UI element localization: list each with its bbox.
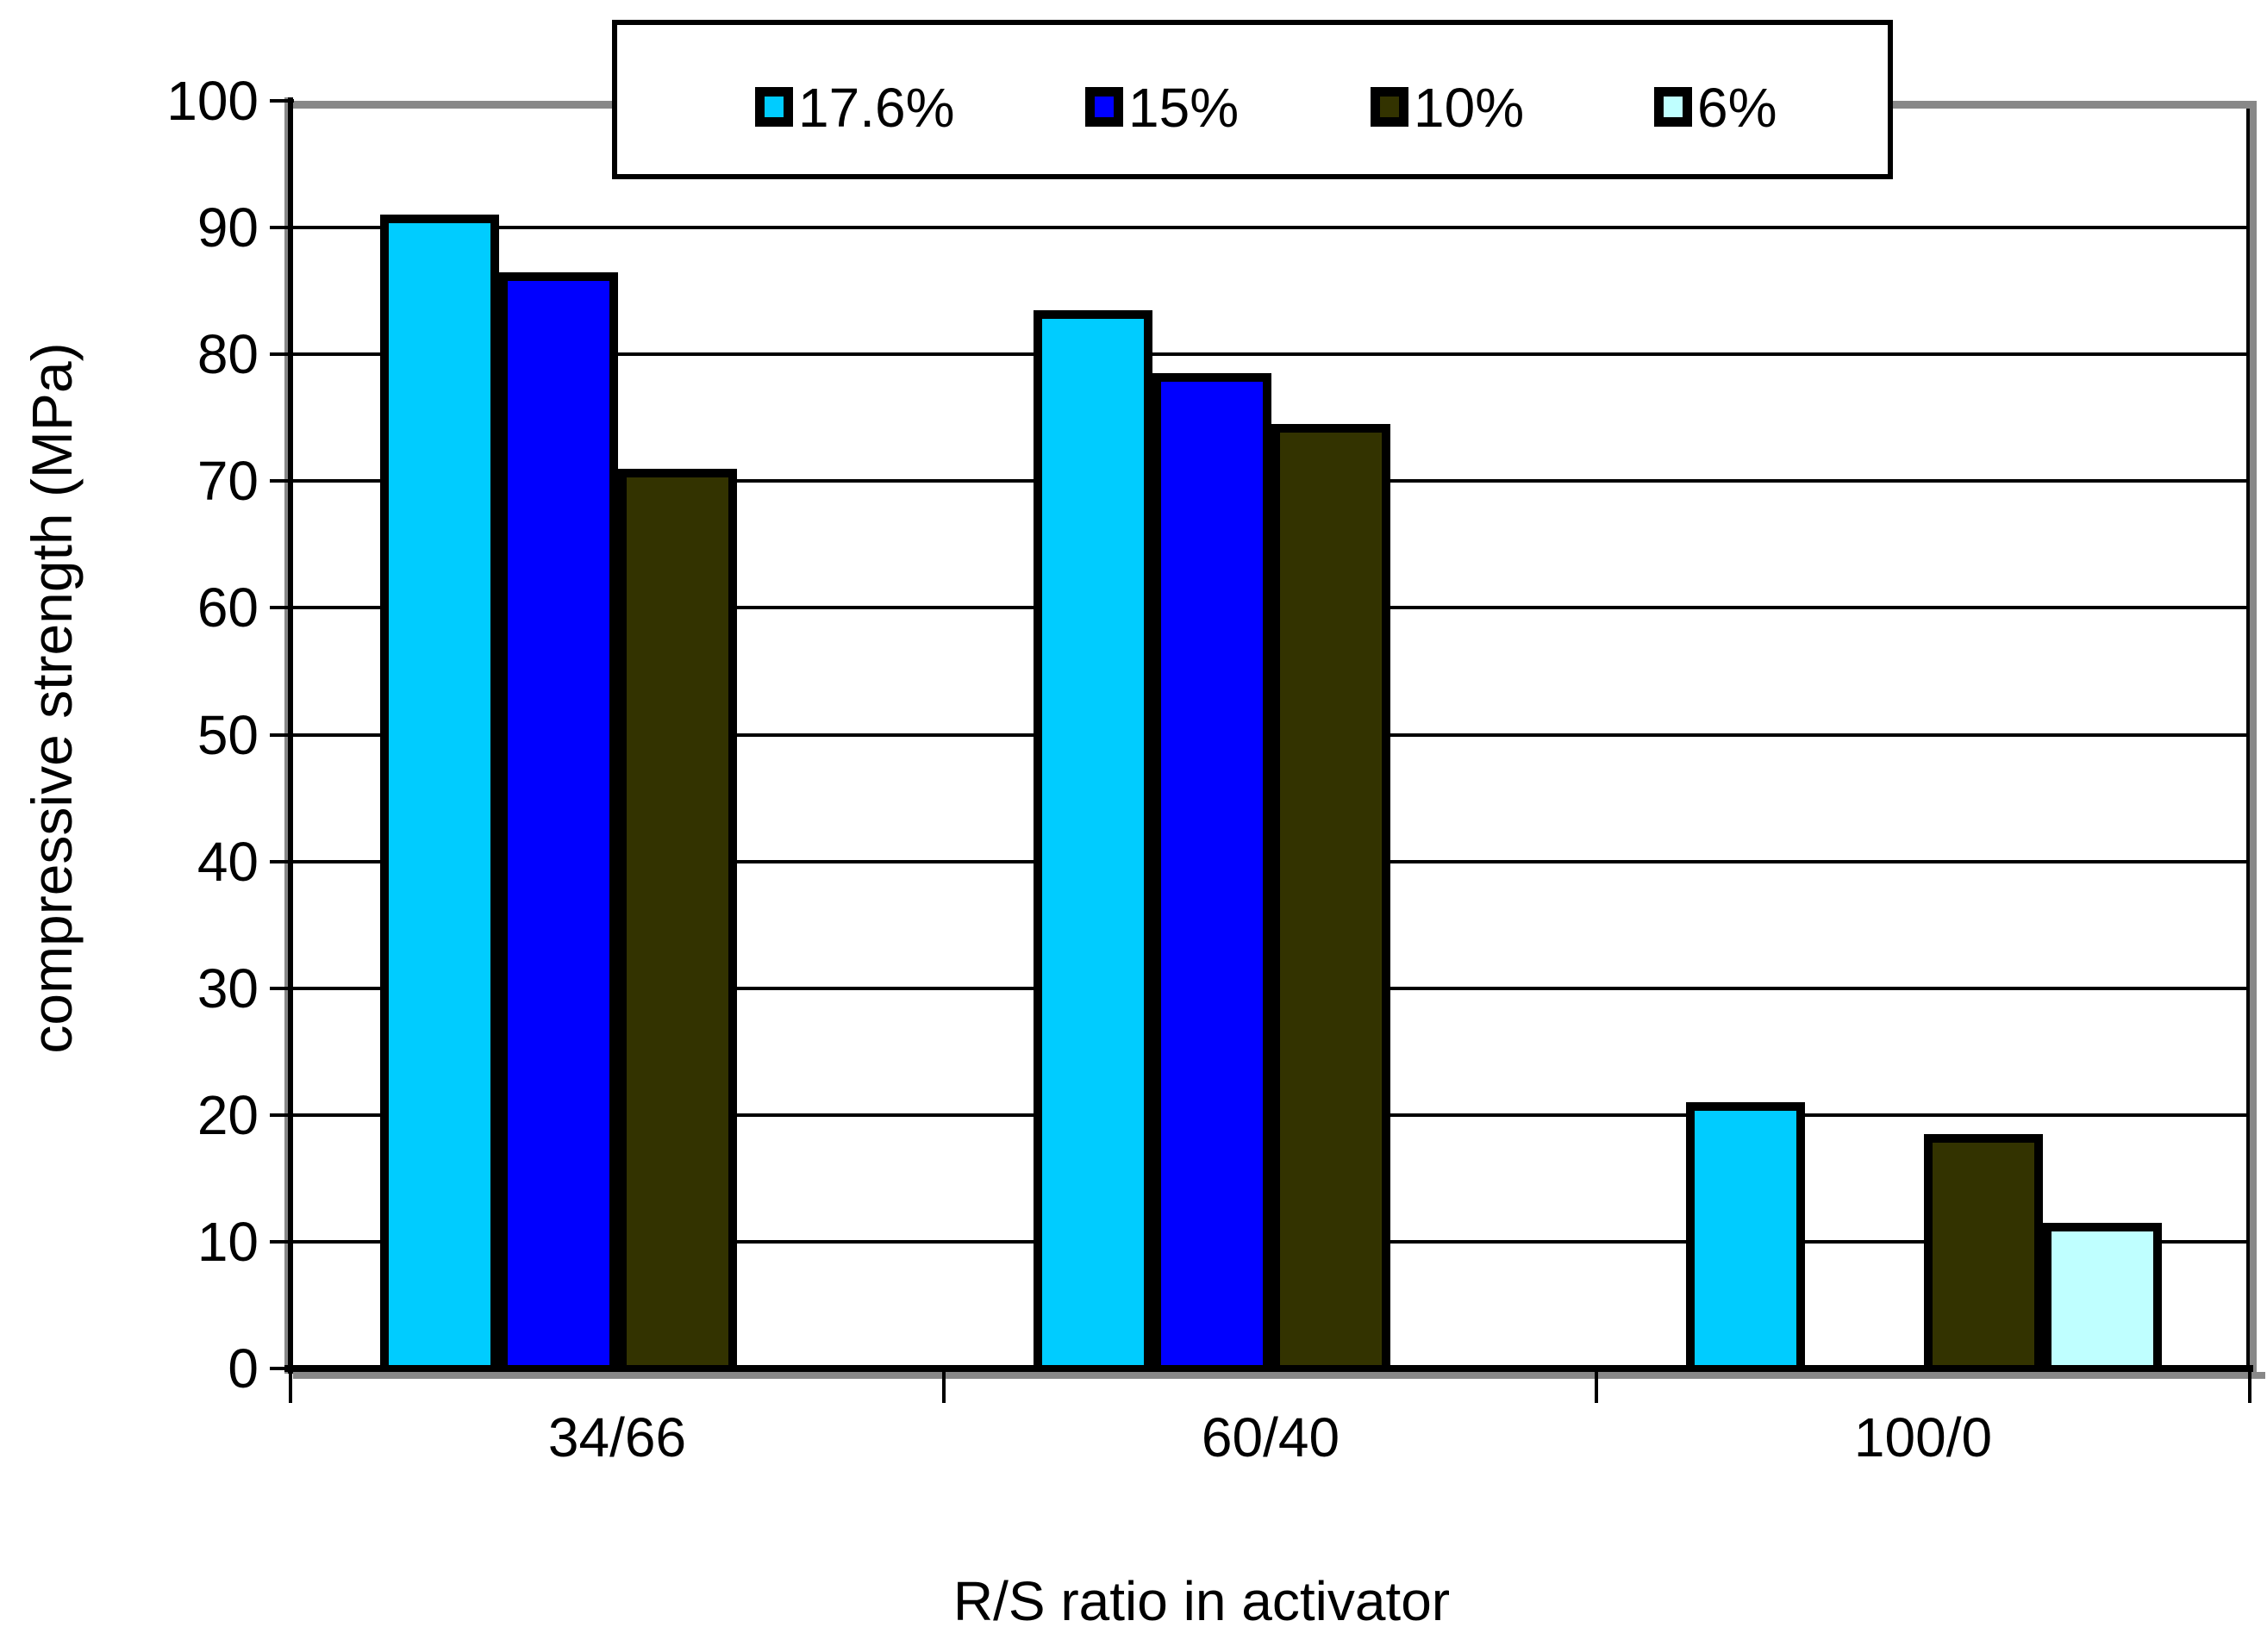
- y-tick: [270, 352, 294, 356]
- x-axis-shadow: [293, 1372, 2265, 1379]
- y-tick: [270, 1240, 294, 1244]
- y-tick-label: 20: [197, 1084, 259, 1146]
- y-tick: [270, 1367, 294, 1370]
- bar-10%-100/0: [1924, 1134, 2043, 1377]
- x-axis-title: R/S ratio in activator: [952, 1570, 1451, 1632]
- bar-10%-34/66: [618, 469, 737, 1377]
- x-category-label: 100/0: [1853, 1406, 1993, 1468]
- legend-swatch-icon: [1085, 87, 1123, 127]
- legend-label: 15%: [1128, 77, 1240, 139]
- x-category-label: 60/40: [1201, 1406, 1340, 1468]
- y-tick-label: 0: [228, 1337, 259, 1400]
- bar-17.6%-100/0: [1686, 1102, 1805, 1377]
- y-tick: [270, 987, 294, 990]
- x-axis-line: [284, 1365, 2253, 1372]
- y-tick-label: 40: [197, 831, 259, 893]
- y-tick: [270, 1113, 294, 1117]
- y-tick-label: 60: [197, 577, 259, 639]
- y-tick-label: 70: [197, 450, 259, 512]
- x-tick: [942, 1368, 946, 1403]
- y-tick: [270, 479, 294, 483]
- bar-6%-100/0: [2043, 1223, 2162, 1377]
- legend-label: 6%: [1697, 77, 1777, 139]
- bar-17.6%-60/40: [1034, 310, 1152, 1377]
- plot-right-shadow: [2250, 109, 2257, 1379]
- legend: 17.6% 15% 10% 6%: [612, 20, 1893, 179]
- x-tick: [2248, 1368, 2251, 1403]
- y-axis-title: compressive strength (MPa): [20, 342, 84, 1054]
- x-category-label: 34/66: [547, 1406, 687, 1468]
- y-tick: [270, 860, 294, 863]
- bar-17.6%-34/66: [380, 215, 499, 1377]
- legend-swatch-icon: [1371, 87, 1408, 127]
- legend-label: 10%: [1414, 77, 1525, 139]
- x-tick: [1595, 1368, 1598, 1403]
- bar-15%-60/40: [1152, 373, 1271, 1377]
- y-tick-label: 90: [197, 196, 259, 259]
- legend-label: 17.6%: [798, 77, 955, 139]
- y-tick-label: 80: [197, 323, 259, 385]
- y-tick: [270, 226, 294, 229]
- y-tick-label: 10: [197, 1211, 259, 1273]
- gridline: [290, 226, 2250, 229]
- y-tick: [270, 606, 294, 609]
- bar-10%-60/40: [1271, 424, 1390, 1377]
- gridline: [290, 352, 2250, 356]
- plot-right-border: [2246, 109, 2250, 1368]
- y-tick-label: 30: [197, 957, 259, 1019]
- y-tick: [270, 99, 294, 103]
- legend-swatch-icon: [1654, 87, 1692, 127]
- y-tick: [270, 733, 294, 737]
- legend-swatch-icon: [755, 87, 793, 127]
- y-tick-label: 100: [166, 70, 259, 132]
- x-tick: [289, 1368, 292, 1403]
- y-tick-label: 50: [197, 704, 259, 766]
- bar-15%-34/66: [499, 272, 618, 1377]
